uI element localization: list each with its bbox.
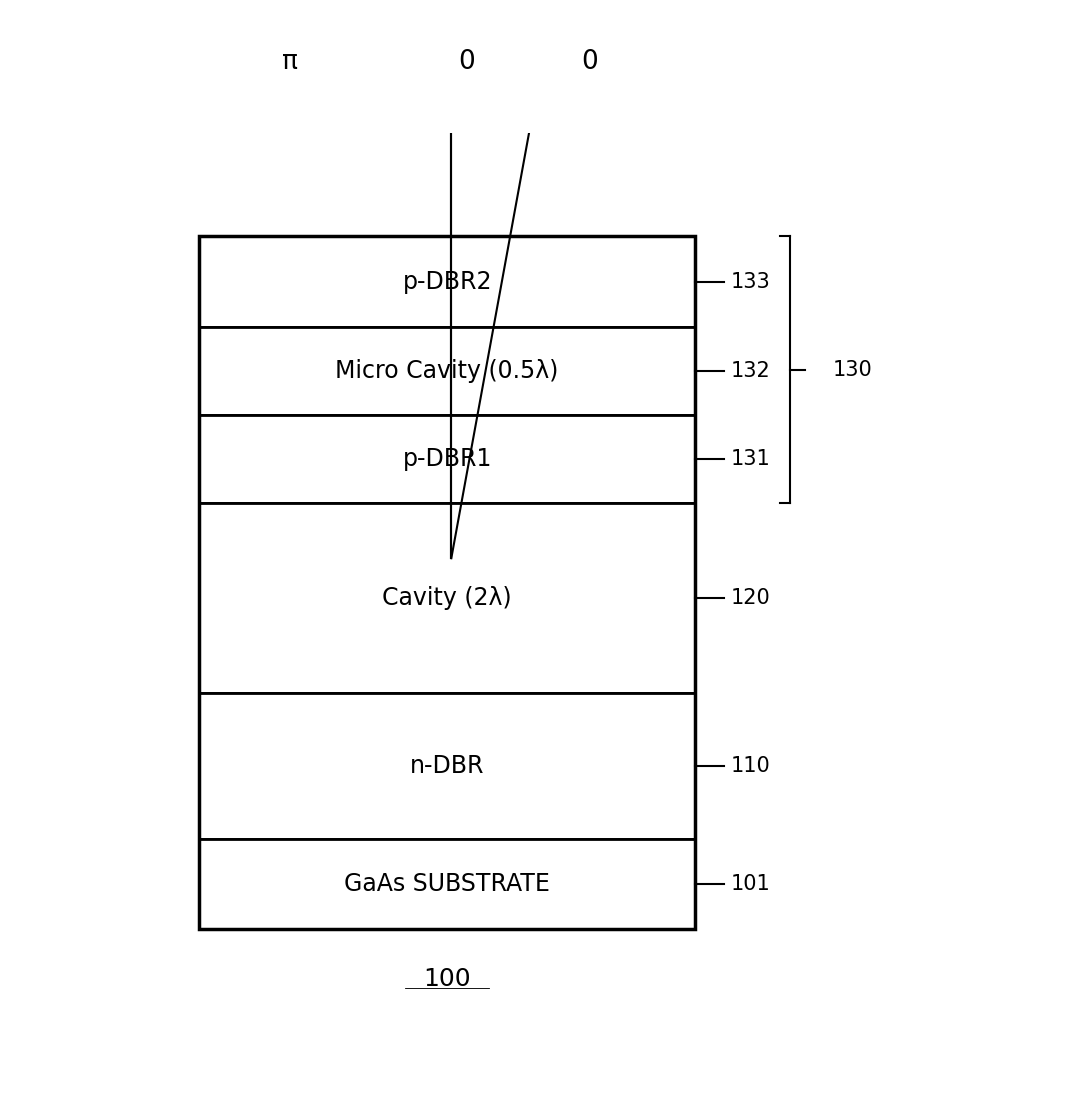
Text: 132: 132 bbox=[730, 361, 771, 381]
Text: 130: 130 bbox=[833, 360, 873, 380]
Text: 0: 0 bbox=[457, 49, 474, 74]
Bar bbox=[199, 503, 695, 693]
Bar bbox=[199, 328, 695, 414]
Text: Micro Cavity (0.5λ): Micro Cavity (0.5λ) bbox=[336, 359, 559, 383]
Text: p-DBR2: p-DBR2 bbox=[403, 270, 491, 293]
Text: 100: 100 bbox=[423, 968, 471, 991]
Bar bbox=[199, 839, 695, 929]
Text: 131: 131 bbox=[730, 449, 771, 469]
Text: 101: 101 bbox=[730, 874, 771, 894]
Bar bbox=[199, 236, 695, 328]
Bar bbox=[199, 693, 695, 839]
Text: GaAs SUBSTRATE: GaAs SUBSTRATE bbox=[344, 872, 550, 895]
Bar bbox=[199, 236, 695, 929]
Text: 120: 120 bbox=[730, 589, 771, 609]
Text: 0: 0 bbox=[582, 49, 598, 74]
Text: Cavity (2λ): Cavity (2λ) bbox=[383, 587, 512, 610]
Text: 133: 133 bbox=[730, 272, 771, 292]
Text: n-DBR: n-DBR bbox=[410, 754, 484, 778]
Text: 110: 110 bbox=[730, 757, 771, 777]
Bar bbox=[199, 414, 695, 503]
Text: p-DBR1: p-DBR1 bbox=[403, 447, 491, 471]
Text: π: π bbox=[282, 49, 298, 74]
